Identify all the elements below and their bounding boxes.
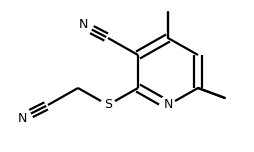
Text: N: N	[17, 112, 27, 124]
Text: S: S	[104, 98, 112, 112]
Text: N: N	[163, 98, 173, 112]
Text: N: N	[78, 19, 88, 31]
